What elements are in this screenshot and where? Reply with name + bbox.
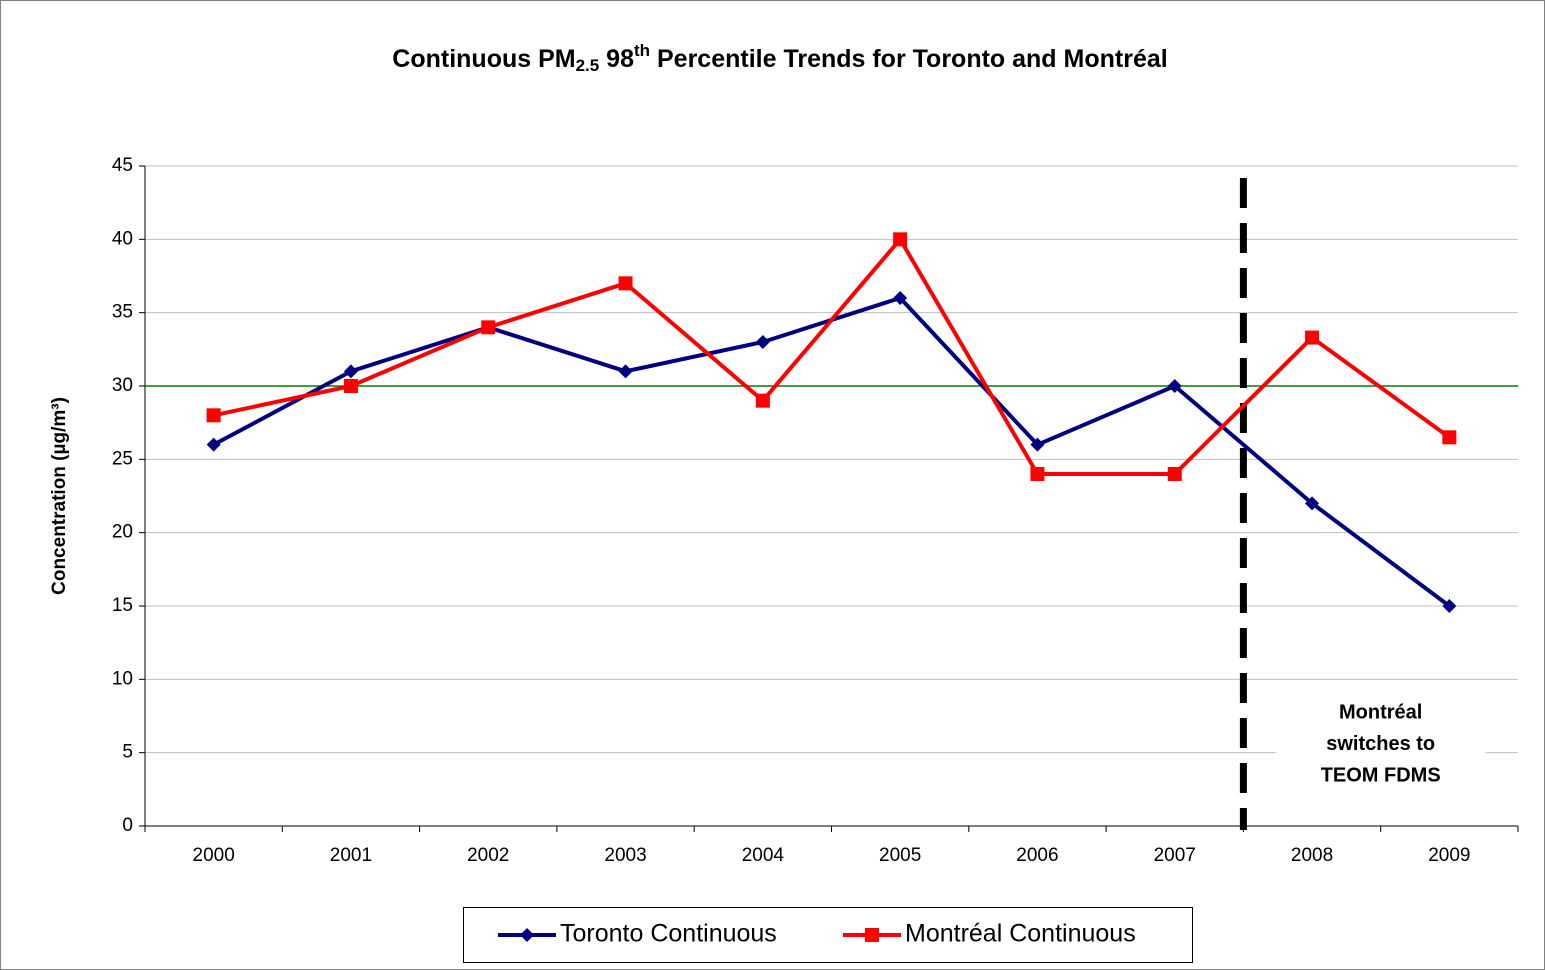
y-tick-label: 5 [122,742,133,763]
marker [1167,467,1182,481]
y-tick-label: 0 [122,815,133,836]
legend-label: Montréal Continuous [905,920,1136,948]
legend-box [463,907,1193,963]
x-tick-label: 2004 [742,845,785,866]
legend-label: Toronto Continuous [560,920,777,948]
x-tick-label: 2000 [193,845,235,866]
x-tick-label: 2002 [467,845,509,866]
y-tick-label: 15 [112,595,133,616]
marker [755,393,770,408]
x-tick-label: 2001 [330,845,372,866]
title-part: Percentile Trends for Toronto and Montré… [650,45,1168,73]
marker [343,379,358,393]
marker [1442,599,1457,613]
x-tick-label: 2007 [1154,845,1196,866]
marker [1442,430,1457,445]
title-sup: th [634,41,650,60]
marker [1030,437,1045,452]
annotation: switches to [1326,733,1435,755]
y-tick-label: 35 [112,302,133,323]
marker [618,276,633,291]
x-tick-label: 2006 [1016,845,1058,866]
marker [206,408,221,423]
y-tick-label: 40 [112,228,133,249]
y-axis-label: Concentration (µg/m³) [49,397,70,595]
chart-title: Continuous PM2.5 98th Percentile Trends … [392,41,1167,75]
annotation: Montréal [1339,701,1422,723]
x-tick-label: 2009 [1428,845,1470,866]
marker [1030,467,1045,481]
annotation: TEOM FDMS [1321,764,1441,786]
marker [893,291,908,305]
marker [1305,496,1320,511]
marker [1305,330,1320,345]
marker [481,320,496,335]
marker [618,364,633,379]
marker [206,437,221,452]
y-tick-label: 25 [112,448,133,469]
title-sub: 2.5 [576,56,600,75]
marker [343,364,358,379]
annotation-bg [1275,690,1486,795]
marker [1167,379,1182,393]
x-tick-label: 2005 [879,845,921,866]
legend-marker [520,928,534,942]
marker [755,335,770,349]
y-tick-label: 20 [112,522,133,543]
marker [893,232,908,247]
legend-marker [865,928,879,942]
x-tick-label: 2003 [604,845,646,866]
y-tick-label: 30 [112,375,133,396]
y-tick-label: 10 [112,668,133,689]
title-part: Continuous PM [392,45,575,73]
series-line [213,237,1451,476]
x-tick-label: 2008 [1291,845,1333,866]
y-tick-label: 45 [112,155,133,176]
title-part: 98 [599,45,634,73]
